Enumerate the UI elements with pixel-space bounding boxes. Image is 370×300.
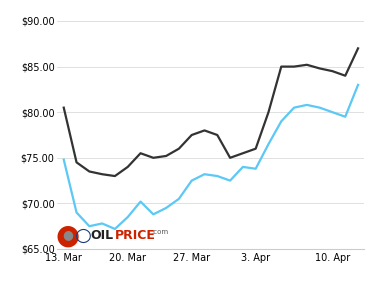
- Text: .com: .com: [152, 229, 169, 235]
- Text: ●: ●: [56, 221, 80, 249]
- Text: OIL: OIL: [90, 229, 114, 242]
- Text: ●: ●: [63, 228, 74, 241]
- Text: PRICE: PRICE: [115, 229, 156, 242]
- Text: ○: ○: [75, 226, 92, 245]
